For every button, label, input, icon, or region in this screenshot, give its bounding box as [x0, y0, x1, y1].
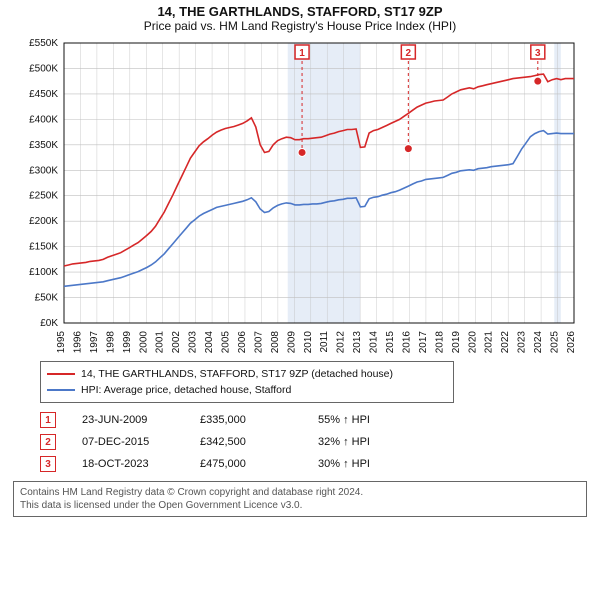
sale-price: £475,000 [200, 458, 310, 470]
sale-hpi: 55% ↑ HPI [318, 414, 458, 426]
svg-text:1999: 1999 [122, 331, 133, 354]
legend-label-2: HPI: Average price, detached house, Staf… [81, 384, 291, 396]
svg-text:2022: 2022 [500, 331, 511, 354]
svg-text:2021: 2021 [484, 331, 495, 354]
sales-row: 2 07-DEC-2015 £342,500 32% ↑ HPI [40, 431, 560, 453]
svg-text:2014: 2014 [369, 331, 380, 354]
svg-text:2016: 2016 [401, 331, 412, 354]
svg-text:2024: 2024 [533, 331, 544, 354]
sale-hpi: 30% ↑ HPI [318, 458, 458, 470]
svg-text:£200K: £200K [29, 216, 58, 227]
svg-text:£150K: £150K [29, 242, 58, 253]
svg-text:2012: 2012 [336, 331, 347, 354]
svg-text:2015: 2015 [385, 331, 396, 354]
svg-text:2000: 2000 [138, 331, 149, 354]
sale-price: £342,500 [200, 436, 310, 448]
sale-price: £335,000 [200, 414, 310, 426]
svg-text:2010: 2010 [303, 331, 314, 354]
attribution-line-2: This data is licensed under the Open Gov… [20, 499, 580, 512]
svg-text:1997: 1997 [89, 331, 100, 354]
price-chart: £0K £50K £100K £150K £200K £250K £300K £350K £40… [20, 37, 580, 357]
legend-label-1: 14, THE GARTHLANDS, STAFFORD, ST17 9ZP (… [81, 368, 393, 380]
sale-date: 07-DEC-2015 [64, 436, 192, 448]
svg-text:2009: 2009 [286, 331, 297, 354]
sales-row: 3 18-OCT-2023 £475,000 30% ↑ HPI [40, 453, 560, 475]
svg-text:£400K: £400K [29, 114, 58, 125]
legend-swatch-2 [47, 389, 75, 391]
svg-text:£550K: £550K [29, 38, 58, 49]
svg-text:£100K: £100K [29, 267, 58, 278]
sales-table: 1 23-JUN-2009 £335,000 55% ↑ HPI 2 07-DE… [40, 409, 560, 475]
page-subtitle: Price paid vs. HM Land Registry's House … [0, 19, 600, 37]
legend-swatch-1 [47, 373, 75, 375]
svg-text:2011: 2011 [319, 331, 330, 353]
sale-date: 18-OCT-2023 [64, 458, 192, 470]
svg-text:2002: 2002 [171, 331, 182, 354]
sale-marker-3: 3 [40, 456, 56, 472]
sale-marker-2: 2 [40, 434, 56, 450]
svg-text:2020: 2020 [467, 331, 478, 354]
svg-text:£300K: £300K [29, 165, 58, 176]
svg-text:£500K: £500K [29, 63, 58, 74]
page-title: 14, THE GARTHLANDS, STAFFORD, ST17 9ZP [0, 0, 600, 19]
svg-text:2025: 2025 [550, 331, 561, 354]
svg-text:2019: 2019 [451, 331, 462, 354]
svg-text:2023: 2023 [517, 331, 528, 354]
svg-text:£50K: £50K [35, 293, 59, 304]
svg-text:1: 1 [299, 48, 305, 59]
attribution-line-1: Contains HM Land Registry data © Crown c… [20, 486, 580, 499]
svg-text:£0K: £0K [40, 318, 58, 329]
svg-text:2008: 2008 [270, 331, 281, 354]
sale-hpi: 32% ↑ HPI [318, 436, 458, 448]
svg-text:2005: 2005 [221, 331, 232, 354]
svg-text:1998: 1998 [105, 331, 116, 354]
svg-text:2026: 2026 [566, 331, 577, 354]
attribution: Contains HM Land Registry data © Crown c… [13, 481, 587, 517]
svg-text:1996: 1996 [72, 331, 83, 354]
svg-text:2018: 2018 [434, 331, 445, 354]
sales-row: 1 23-JUN-2009 £335,000 55% ↑ HPI [40, 409, 560, 431]
svg-text:£350K: £350K [29, 140, 58, 151]
svg-text:2: 2 [406, 48, 412, 59]
svg-text:3: 3 [535, 48, 541, 59]
svg-text:£450K: £450K [29, 89, 58, 100]
svg-text:2013: 2013 [352, 331, 363, 354]
svg-text:2004: 2004 [204, 331, 215, 354]
svg-text:2017: 2017 [418, 331, 429, 354]
legend: 14, THE GARTHLANDS, STAFFORD, ST17 9ZP (… [40, 361, 454, 403]
sale-marker-1: 1 [40, 412, 56, 428]
svg-text:£250K: £250K [29, 191, 58, 202]
sale-date: 23-JUN-2009 [64, 414, 192, 426]
svg-text:2006: 2006 [237, 331, 248, 354]
svg-text:2007: 2007 [253, 331, 264, 354]
svg-text:2001: 2001 [155, 331, 166, 354]
svg-text:1995: 1995 [56, 331, 67, 354]
svg-text:2003: 2003 [188, 331, 199, 354]
